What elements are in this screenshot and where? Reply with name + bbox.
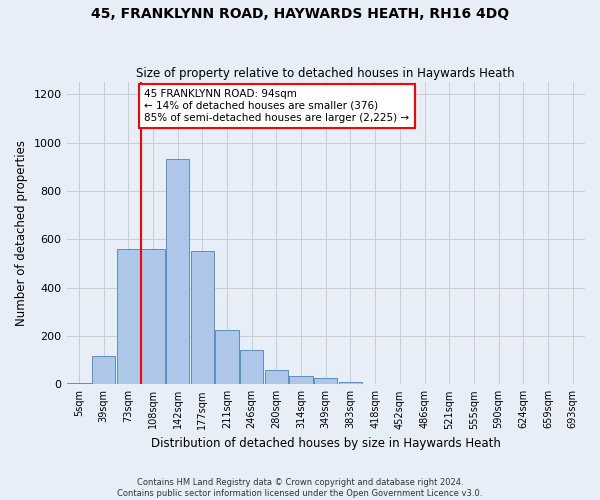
Bar: [289, 376, 313, 384]
Bar: [92, 356, 115, 384]
Text: 45 FRANKLYNN ROAD: 94sqm
← 14% of detached houses are smaller (376)
85% of semi-: 45 FRANKLYNN ROAD: 94sqm ← 14% of detach…: [145, 90, 409, 122]
Bar: [141, 249, 164, 384]
Bar: [215, 330, 239, 384]
Text: 45, FRANKLYNN ROAD, HAYWARDS HEATH, RH16 4DQ: 45, FRANKLYNN ROAD, HAYWARDS HEATH, RH16…: [91, 8, 509, 22]
Y-axis label: Number of detached properties: Number of detached properties: [15, 140, 28, 326]
X-axis label: Distribution of detached houses by size in Haywards Heath: Distribution of detached houses by size …: [151, 437, 501, 450]
Bar: [67, 383, 91, 384]
Bar: [339, 382, 362, 384]
Title: Size of property relative to detached houses in Haywards Heath: Size of property relative to detached ho…: [136, 66, 515, 80]
Bar: [166, 160, 190, 384]
Bar: [314, 378, 337, 384]
Text: Contains HM Land Registry data © Crown copyright and database right 2024.
Contai: Contains HM Land Registry data © Crown c…: [118, 478, 482, 498]
Bar: [265, 370, 288, 384]
Bar: [240, 350, 263, 384]
Bar: [116, 249, 140, 384]
Bar: [191, 252, 214, 384]
